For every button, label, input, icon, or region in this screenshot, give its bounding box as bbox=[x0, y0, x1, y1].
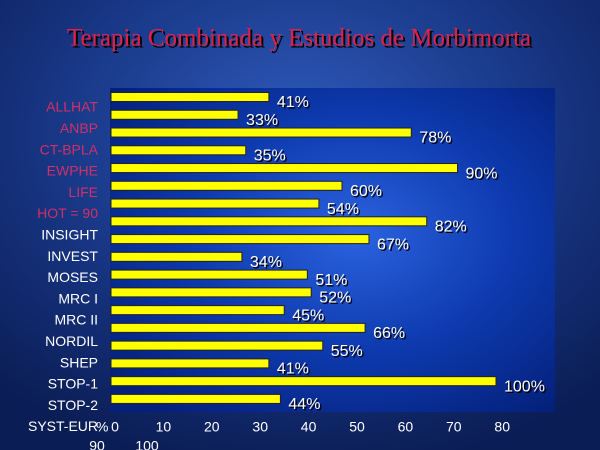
category-label: ANBP bbox=[60, 120, 98, 136]
x-tick-label: 90 bbox=[89, 438, 105, 450]
x-tick-label: 20 bbox=[204, 419, 220, 435]
category-label: INSIGHT bbox=[41, 227, 98, 243]
category-label: MRC I bbox=[58, 290, 98, 306]
x-tick-label: 100 bbox=[135, 438, 159, 450]
value-label: 35% bbox=[254, 147, 286, 164]
value-label: 54% bbox=[327, 201, 359, 218]
value-label-shadow: 100% bbox=[506, 380, 547, 397]
bar bbox=[110, 322, 366, 333]
category-label: SYST-EUR bbox=[28, 418, 98, 434]
bar bbox=[110, 376, 497, 387]
category-label: NORDIL bbox=[45, 333, 98, 349]
value-label-shadow: 51% bbox=[317, 273, 349, 290]
bar bbox=[110, 216, 428, 227]
bar bbox=[110, 180, 343, 191]
value-label: 78% bbox=[419, 130, 451, 147]
value-label: 41% bbox=[277, 94, 309, 111]
category-label: LIFE bbox=[68, 184, 98, 200]
bar bbox=[110, 269, 308, 280]
category-label: INVEST bbox=[47, 248, 98, 264]
category-label: STOP-2 bbox=[48, 397, 99, 413]
x-tick-label: 30 bbox=[252, 419, 268, 435]
bar bbox=[110, 358, 270, 369]
bar bbox=[110, 251, 243, 262]
bar bbox=[110, 145, 247, 156]
value-label-shadow: 82% bbox=[436, 220, 468, 237]
value-label: 34% bbox=[250, 254, 282, 271]
bar bbox=[110, 109, 239, 120]
category-label: CT-BPLA bbox=[40, 141, 99, 157]
x-tick-label: 50 bbox=[349, 419, 365, 435]
value-label: 51% bbox=[315, 272, 347, 289]
bar bbox=[110, 393, 281, 404]
category-label: SHEP bbox=[60, 354, 98, 370]
bar bbox=[110, 287, 312, 298]
value-label-shadow: 90% bbox=[467, 167, 499, 184]
x-tick-label: 40 bbox=[301, 419, 317, 435]
chart-title: Terapia Combinada y Estudios de Morbimor… bbox=[67, 25, 531, 52]
category-label: EWPHE bbox=[47, 163, 98, 179]
bar bbox=[110, 92, 270, 102]
bar bbox=[110, 127, 412, 138]
x-tick-label: 80 bbox=[494, 419, 510, 435]
value-label: 55% bbox=[331, 343, 363, 360]
value-label: 82% bbox=[435, 219, 467, 236]
value-label-shadow: 41% bbox=[278, 96, 310, 113]
category-label: HOT = 90 bbox=[37, 205, 98, 221]
x-tick-label: 60 bbox=[398, 419, 414, 435]
value-label: 90% bbox=[466, 165, 498, 182]
bar bbox=[110, 198, 320, 209]
value-label: 33% bbox=[246, 112, 278, 129]
value-label-shadow: 67% bbox=[378, 238, 410, 255]
axis-unit: % bbox=[96, 419, 108, 435]
x-tick-label: 0 bbox=[111, 419, 119, 435]
category-label: MRC II bbox=[54, 312, 98, 328]
value-label: 44% bbox=[288, 396, 320, 413]
value-label: 41% bbox=[277, 361, 309, 378]
value-label-shadow: 52% bbox=[321, 291, 353, 308]
category-label: MOSES bbox=[47, 269, 98, 285]
bar bbox=[110, 340, 324, 351]
plot-area bbox=[110, 88, 555, 412]
value-label: 60% bbox=[350, 183, 382, 200]
value-label: 52% bbox=[319, 290, 351, 307]
bar bbox=[110, 163, 458, 174]
value-label-shadow: 55% bbox=[332, 344, 364, 361]
value-label-shadow: 54% bbox=[328, 202, 360, 219]
value-label: 45% bbox=[292, 307, 324, 324]
x-tick-label: 10 bbox=[156, 419, 172, 435]
category-label: STOP-1 bbox=[48, 376, 99, 392]
bar bbox=[110, 234, 370, 245]
value-label: 100% bbox=[504, 378, 545, 395]
value-label-shadow: 41% bbox=[278, 362, 310, 379]
bar bbox=[110, 305, 285, 316]
value-label-shadow: 33% bbox=[248, 113, 280, 130]
value-label: 67% bbox=[377, 236, 409, 253]
value-label-shadow: 35% bbox=[255, 149, 287, 166]
value-label-shadow: 44% bbox=[290, 398, 322, 415]
title-shadow: Terapia Combinada y Estudios de Morbimor… bbox=[69, 27, 533, 54]
value-label: 66% bbox=[373, 325, 405, 342]
value-label-shadow: 66% bbox=[375, 327, 407, 344]
x-tick-label: 70 bbox=[446, 419, 462, 435]
value-label-shadow: 45% bbox=[294, 309, 326, 326]
value-label-shadow: 34% bbox=[251, 256, 283, 273]
category-label: ALLHAT bbox=[46, 99, 98, 115]
value-label-shadow: 60% bbox=[352, 185, 384, 202]
value-label-shadow: 78% bbox=[421, 131, 453, 148]
